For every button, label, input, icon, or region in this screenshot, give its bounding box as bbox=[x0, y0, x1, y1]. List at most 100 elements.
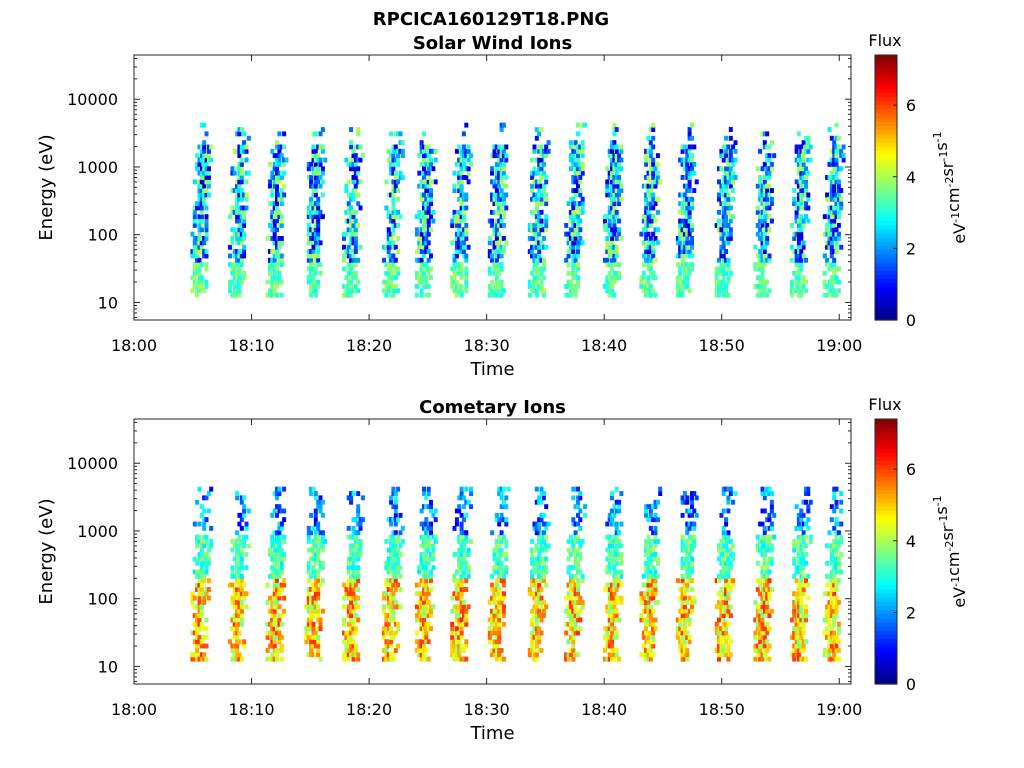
heatmap-cell bbox=[829, 240, 834, 246]
heatmap-cell bbox=[610, 656, 614, 662]
heatmap-cell bbox=[389, 292, 394, 298]
heatmap-cell bbox=[648, 201, 653, 207]
heatmap-cell bbox=[607, 595, 612, 601]
heatmap-cell bbox=[534, 634, 539, 640]
heatmap-cell bbox=[206, 547, 211, 553]
colorbar-swatch bbox=[875, 170, 897, 176]
heatmap-cell bbox=[206, 578, 211, 584]
heatmap-cell bbox=[492, 270, 497, 276]
heatmap-cell bbox=[306, 525, 311, 531]
heatmap-cell bbox=[422, 539, 426, 544]
heatmap-cell bbox=[433, 148, 438, 154]
heatmap-cell bbox=[360, 517, 365, 523]
heatmap-cell bbox=[195, 634, 200, 640]
heatmap-cell bbox=[539, 499, 544, 505]
heatmap-cell bbox=[268, 270, 272, 276]
heatmap-cell bbox=[275, 240, 279, 246]
heatmap-cell bbox=[239, 192, 244, 198]
heatmap-cell bbox=[724, 135, 729, 141]
heatmap-cell bbox=[832, 153, 837, 159]
heatmap-cell bbox=[232, 253, 237, 259]
heatmap-cell bbox=[682, 656, 687, 662]
heatmap-cell bbox=[721, 236, 726, 241]
heatmap-cell bbox=[758, 521, 763, 527]
heatmap-cell bbox=[537, 231, 542, 237]
heatmap-cell bbox=[617, 270, 622, 276]
heatmap-cell bbox=[731, 188, 736, 193]
heatmap-cell bbox=[762, 262, 767, 268]
heatmap-cell bbox=[687, 175, 692, 180]
heatmap-cell bbox=[494, 279, 499, 285]
heatmap-cell bbox=[607, 565, 612, 571]
heatmap-cell bbox=[801, 166, 806, 172]
heatmap-cell bbox=[576, 218, 580, 224]
heatmap-cell bbox=[719, 266, 724, 272]
heatmap-cell bbox=[836, 266, 841, 272]
heatmap-cell bbox=[316, 539, 321, 544]
heatmap-cell bbox=[389, 630, 394, 636]
heatmap-cell bbox=[206, 192, 211, 198]
heatmap-cell bbox=[244, 144, 249, 150]
heatmap-cell bbox=[320, 534, 325, 540]
heatmap-cell bbox=[424, 144, 429, 150]
heatmap-cell bbox=[272, 279, 277, 285]
heatmap-cell bbox=[532, 266, 537, 272]
heatmap-cell bbox=[682, 499, 687, 505]
heatmap-cell bbox=[724, 582, 729, 588]
heatmap-cell bbox=[504, 153, 509, 159]
heatmap-cell bbox=[464, 656, 469, 662]
heatmap-cell bbox=[422, 227, 426, 233]
heatmap-cell bbox=[753, 643, 758, 649]
heatmap-cell bbox=[499, 517, 504, 523]
heatmap-cell bbox=[384, 648, 389, 653]
heatmap-cell bbox=[573, 621, 578, 627]
heatmap-cell bbox=[386, 639, 391, 645]
heatmap-cell bbox=[612, 166, 617, 172]
heatmap-cell bbox=[235, 266, 240, 272]
heatmap-cell bbox=[576, 284, 580, 289]
heatmap-cell bbox=[230, 643, 235, 649]
heatmap-cell bbox=[724, 236, 729, 241]
heatmap-cell bbox=[724, 166, 729, 172]
heatmap-cell bbox=[422, 270, 426, 276]
heatmap-cell bbox=[389, 275, 394, 281]
heatmap-cell bbox=[277, 244, 282, 250]
heatmap-cell bbox=[272, 179, 277, 185]
heatmap-cell bbox=[237, 512, 242, 518]
heatmap-cell bbox=[422, 275, 426, 281]
heatmap-cell bbox=[796, 236, 801, 241]
heatmap-cell bbox=[306, 617, 311, 623]
heatmap-cell bbox=[393, 275, 398, 281]
heatmap-cell bbox=[717, 556, 721, 562]
heatmap-cell bbox=[417, 648, 422, 653]
heatmap-cell bbox=[580, 170, 585, 176]
heatmap-cell bbox=[391, 288, 396, 294]
heatmap-cell bbox=[724, 639, 729, 645]
heatmap-cell bbox=[494, 201, 499, 207]
heatmap-cell bbox=[646, 573, 651, 579]
heatmap-cell bbox=[653, 543, 658, 549]
heatmap-cell bbox=[353, 565, 358, 571]
heatmap-cell bbox=[422, 236, 426, 241]
heatmap-cell bbox=[827, 262, 832, 268]
heatmap-cell bbox=[270, 621, 275, 627]
heatmap-cell bbox=[648, 240, 653, 246]
heatmap-cell bbox=[537, 166, 542, 172]
heatmap-cell bbox=[644, 560, 649, 566]
heatmap-cell bbox=[544, 227, 549, 233]
heatmap-cell bbox=[501, 613, 506, 618]
heatmap-cell bbox=[497, 288, 502, 294]
heatmap-cell bbox=[721, 491, 726, 496]
heatmap-cell bbox=[497, 621, 502, 627]
heatmap-cell bbox=[680, 161, 685, 167]
heatmap-cell bbox=[610, 508, 614, 514]
heatmap-cell bbox=[578, 508, 583, 514]
heatmap-cell bbox=[571, 486, 576, 492]
heatmap-cell bbox=[690, 534, 694, 540]
heatmap-cell bbox=[492, 249, 497, 254]
heatmap-cell bbox=[192, 209, 197, 215]
heatmap-cell bbox=[497, 547, 502, 553]
heatmap-cell bbox=[610, 521, 614, 527]
heatmap-cell bbox=[277, 240, 282, 246]
